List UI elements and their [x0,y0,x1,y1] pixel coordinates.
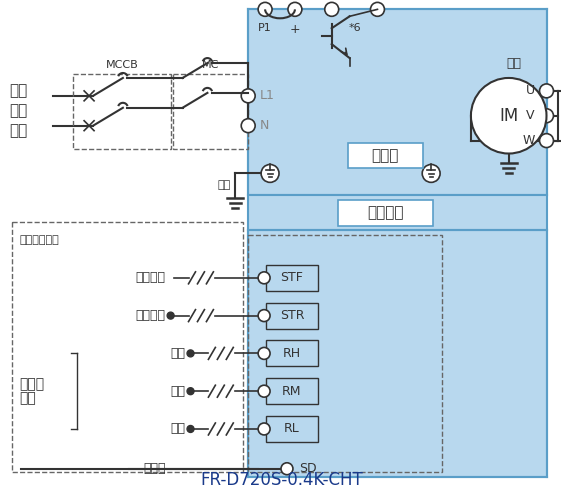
Text: RM: RM [282,385,302,398]
FancyBboxPatch shape [338,200,433,226]
Text: L1: L1 [260,89,275,102]
Circle shape [288,2,302,16]
FancyBboxPatch shape [347,143,423,168]
Circle shape [167,312,174,319]
Circle shape [325,2,339,16]
Text: 低速: 低速 [171,422,186,436]
Circle shape [471,78,547,154]
Bar [248,235,442,472]
Text: W: W [522,134,535,147]
Circle shape [258,272,270,284]
Bar [266,416,318,442]
Text: U: U [525,84,535,97]
Bar [248,195,547,230]
Text: 公共端: 公共端 [143,462,166,475]
Text: 接地: 接地 [217,180,231,190]
Circle shape [258,423,270,435]
Text: 选择: 选择 [20,391,36,405]
Bar [266,265,318,291]
Circle shape [187,425,194,432]
Circle shape [261,165,279,182]
Bar [11,222,243,472]
Bar [266,340,318,367]
Text: 控制输入信号: 控制输入信号 [20,235,59,245]
Bar [248,230,547,477]
Text: *6: *6 [348,23,361,33]
Bar [266,378,318,404]
Bar [266,303,318,329]
Circle shape [539,84,553,98]
Circle shape [241,89,255,103]
Text: MCCB: MCCB [105,60,138,70]
Text: 高速: 高速 [171,347,186,360]
Circle shape [281,463,293,475]
Text: 单相: 单相 [10,83,28,98]
Circle shape [258,385,270,397]
Circle shape [258,310,270,322]
Bar [248,9,547,195]
Text: N: N [260,119,270,132]
Text: +: + [289,23,300,36]
Text: 主电路: 主电路 [372,148,399,163]
Text: 电源: 电源 [10,123,28,138]
Text: RL: RL [284,422,300,436]
Text: 反转启动: 反转启动 [136,309,166,322]
Text: RH: RH [283,347,301,360]
Circle shape [422,165,440,182]
Circle shape [187,350,194,357]
Text: MC: MC [202,60,219,70]
Text: 交流: 交流 [10,103,28,118]
Text: 多段速: 多段速 [20,377,44,391]
Text: 电机: 电机 [506,57,521,70]
Text: IM: IM [499,107,519,125]
Text: 正转启动: 正转启动 [136,271,166,285]
Text: V: V [526,109,535,122]
Circle shape [258,2,272,16]
Bar [173,74,248,149]
Text: 中速: 中速 [171,385,186,398]
Text: P1: P1 [258,23,272,33]
Text: SD: SD [299,462,316,475]
Circle shape [539,134,553,148]
Circle shape [187,388,194,395]
Circle shape [370,2,385,16]
Bar [73,74,171,149]
Text: 控制电路: 控制电路 [367,205,404,220]
Text: FR-D720S-0.4K-CHT: FR-D720S-0.4K-CHT [200,471,363,489]
Circle shape [241,119,255,133]
Text: STR: STR [280,309,304,322]
Circle shape [258,347,270,359]
Text: STF: STF [280,271,303,285]
Circle shape [539,109,553,123]
